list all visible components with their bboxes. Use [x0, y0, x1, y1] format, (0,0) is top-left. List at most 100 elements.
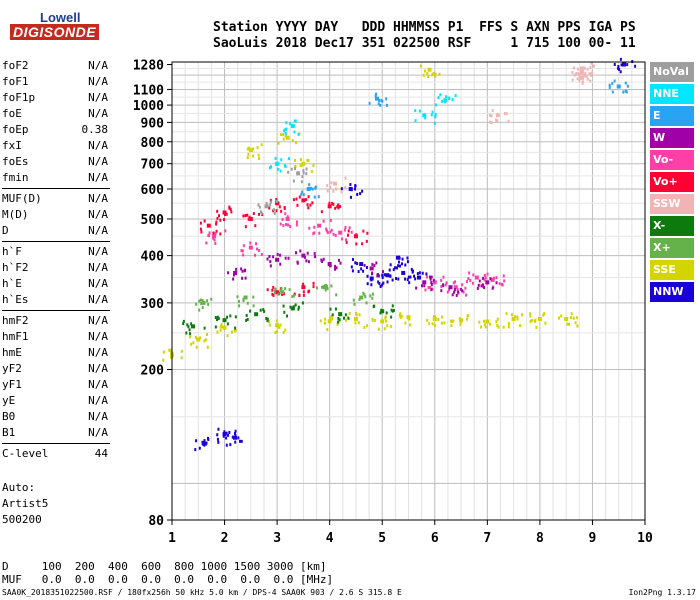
- data-point: [230, 210, 233, 214]
- data-point: [276, 252, 279, 256]
- data-point: [268, 320, 271, 324]
- data-point: [424, 116, 427, 120]
- param-value: N/A: [88, 107, 108, 120]
- data-point: [229, 207, 232, 211]
- data-point: [468, 271, 471, 275]
- data-point: [334, 307, 337, 311]
- chart-axes: 1 2 3 4 5 6 7 8 9 10 80 200 300 400 500 600 700 800 900 100…: [133, 59, 653, 546]
- param-row: foF1 N/A: [2, 74, 110, 90]
- data-point: [245, 318, 248, 322]
- data-point: [326, 231, 329, 235]
- data-point: [182, 322, 185, 326]
- data-point: [450, 324, 453, 328]
- data-point: [430, 282, 433, 286]
- data-point: [201, 440, 206, 445]
- data-point: [217, 427, 220, 431]
- data-point: [275, 257, 280, 262]
- data-point: [190, 322, 193, 326]
- data-point: [201, 299, 204, 303]
- data-point: [275, 200, 278, 204]
- data-point: [385, 103, 388, 107]
- data-point: [216, 209, 219, 213]
- data-point: [306, 203, 309, 207]
- data-point: [344, 225, 347, 229]
- param-name: fmin: [2, 171, 29, 184]
- data-point: [431, 322, 434, 326]
- data-point: [225, 431, 228, 435]
- data-point: [465, 280, 468, 284]
- station-header: Station YYYY DAY DDD HHMMSS P1 FFS S AXN…: [213, 20, 636, 52]
- data-point: [371, 266, 374, 270]
- data-point: [490, 277, 495, 282]
- param-row: foEs N/A: [2, 154, 110, 170]
- data-point: [579, 70, 584, 75]
- data-point: [335, 187, 338, 191]
- data-point: [350, 188, 353, 192]
- param-name: foEs: [2, 155, 29, 168]
- series-x-: [195, 283, 374, 312]
- data-point: [268, 254, 271, 258]
- data-point: [256, 146, 259, 150]
- param-name: yF2: [2, 362, 22, 375]
- data-point: [303, 255, 306, 259]
- param-row: M(D) N/A: [2, 207, 110, 223]
- data-point: [186, 323, 189, 327]
- data-point: [482, 283, 485, 287]
- data-point: [326, 287, 329, 291]
- data-point: [619, 70, 622, 74]
- data-point: [544, 321, 547, 325]
- data-point: [543, 312, 546, 316]
- data-point: [537, 316, 542, 321]
- data-point: [200, 230, 203, 234]
- data-point: [377, 280, 380, 284]
- data-point: [566, 322, 569, 326]
- data-point: [381, 276, 384, 280]
- data-point: [584, 74, 587, 78]
- data-point: [422, 113, 427, 118]
- data-point: [280, 209, 283, 213]
- data-point: [434, 74, 437, 78]
- param-row: h`F N/A: [2, 244, 110, 260]
- data-point: [418, 271, 421, 275]
- data-point: [421, 284, 424, 288]
- data-point: [496, 119, 499, 123]
- data-point: [505, 112, 508, 116]
- data-point: [408, 281, 411, 285]
- data-point: [291, 139, 294, 143]
- x-tick-label: 3: [273, 531, 281, 546]
- data-point: [254, 312, 259, 317]
- param-row: foE N/A: [2, 106, 110, 122]
- data-point: [240, 249, 243, 253]
- data-point: [437, 318, 440, 322]
- data-point: [233, 435, 238, 440]
- data-point: [241, 269, 244, 273]
- data-point: [329, 185, 332, 189]
- data-point: [294, 119, 297, 123]
- data-point: [224, 229, 227, 233]
- data-point: [380, 319, 385, 324]
- data-point: [471, 281, 474, 285]
- legend-item-nne: NNE: [650, 84, 694, 104]
- data-point: [459, 287, 462, 291]
- data-point: [466, 314, 469, 318]
- legend-item-vo-neg: Vo+: [650, 172, 694, 192]
- data-point: [191, 324, 194, 328]
- data-point: [359, 295, 364, 300]
- data-point: [325, 227, 328, 231]
- data-point: [351, 269, 354, 273]
- data-point: [268, 206, 271, 210]
- data-point: [335, 293, 338, 297]
- data-point: [214, 315, 217, 319]
- data-point: [225, 436, 228, 440]
- data-point: [406, 278, 409, 282]
- data-point: [370, 283, 373, 287]
- data-point: [292, 179, 295, 183]
- data-point: [340, 190, 343, 194]
- data-point: [260, 143, 263, 147]
- data-point: [326, 184, 329, 188]
- data-point: [244, 276, 247, 280]
- data-point: [453, 290, 456, 294]
- param-name: foF2: [2, 59, 29, 72]
- data-point: [608, 85, 611, 89]
- data-point: [199, 221, 202, 225]
